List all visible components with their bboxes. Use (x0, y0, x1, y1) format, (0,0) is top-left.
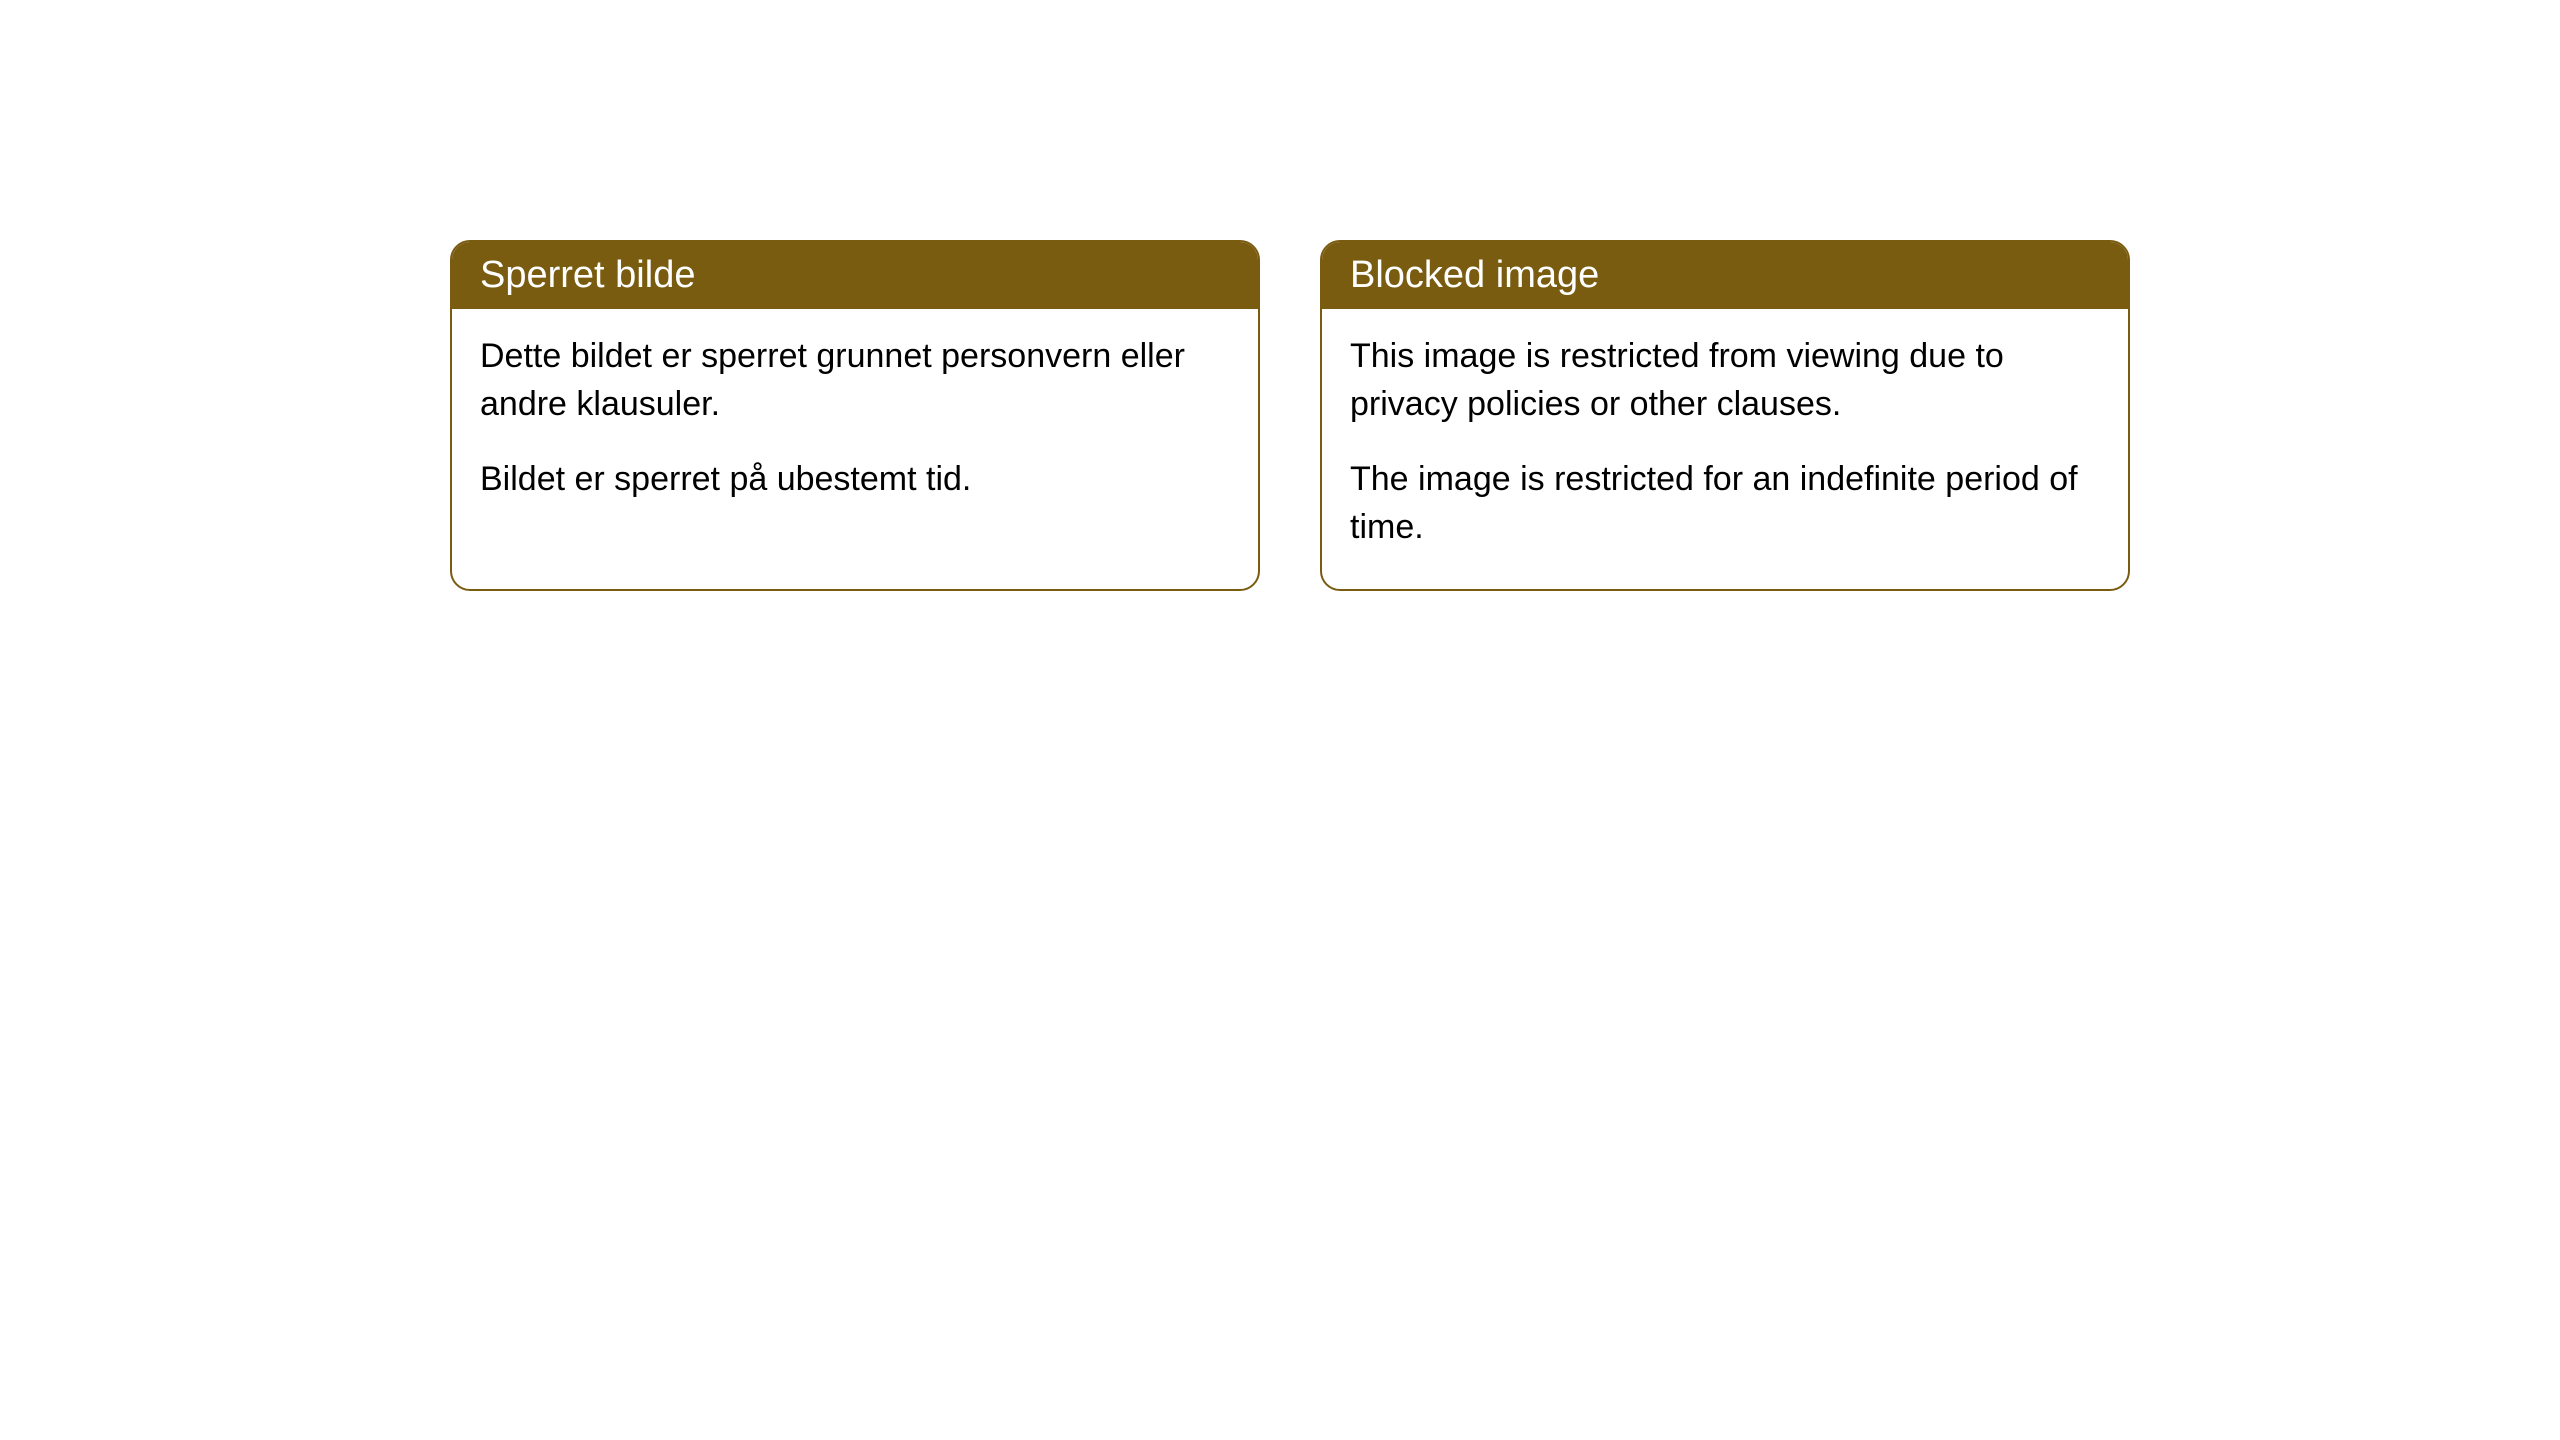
card-body-norwegian: Dette bildet er sperret grunnet personve… (452, 309, 1258, 542)
blocked-image-card-english: Blocked image This image is restricted f… (1320, 240, 2130, 591)
blocked-image-card-norwegian: Sperret bilde Dette bildet er sperret gr… (450, 240, 1260, 591)
cards-container: Sperret bilde Dette bildet er sperret gr… (450, 240, 2130, 591)
card-header-english: Blocked image (1322, 242, 2128, 309)
card-paragraph: Bildet er sperret på ubestemt tid. (480, 456, 1230, 504)
card-paragraph: Dette bildet er sperret grunnet personve… (480, 333, 1230, 428)
card-body-english: This image is restricted from viewing du… (1322, 309, 2128, 589)
card-paragraph: The image is restricted for an indefinit… (1350, 456, 2100, 551)
card-paragraph: This image is restricted from viewing du… (1350, 333, 2100, 428)
card-header-norwegian: Sperret bilde (452, 242, 1258, 309)
